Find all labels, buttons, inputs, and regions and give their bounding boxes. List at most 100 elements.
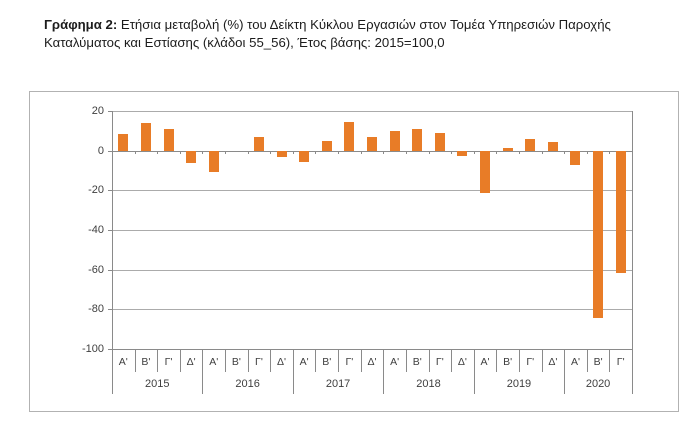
bar-2017-Α' [299,150,310,162]
zero-axis-tick [202,150,204,154]
chart-caption: Γράφημα 2: Ετήσια μεταβολή (%) του Δείκτ… [44,16,660,52]
chart-frame: 20 0 -20 -40 -60 -80 -100 Α' Β' Γ' Δ' Α' Β' Γ' Δ' Α' Β' Γ… [29,91,679,412]
bar-2018-Α' [389,130,400,151]
bar-2020-Β' [593,150,604,319]
bar-2020-Γ' [615,150,626,273]
year-label-2015: 2015 [144,378,170,390]
zero-axis-tick [586,150,588,154]
quarter-label-2019-Β': Β' [503,356,513,368]
zero-axis-tick [315,150,317,154]
y-axis-tick [108,190,112,192]
y-axis-line [112,111,113,394]
gridline--20 [112,190,632,192]
gridline--100 [112,349,632,350]
zero-axis-tick [179,150,181,154]
quarter-label-2015-Β': Β' [141,356,151,368]
quarter-label-2018-Β': Β' [412,356,422,368]
quarter-label-2017-Β': Β' [322,356,332,368]
y-axis-tick [108,150,112,152]
quarter-separator [134,349,136,372]
chart-caption-line1: Γράφημα 2: Ετήσια μεταβολή (%) του Δείκτ… [44,16,660,34]
zero-axis-tick [405,150,407,154]
quarter-label-2017-Γ': Γ' [345,356,354,368]
bar-2015-Β' [140,122,151,151]
quarter-label-2019-Δ': Δ' [548,356,558,368]
zero-axis-tick [157,150,159,154]
quarter-label-2015-Δ': Δ' [186,356,196,368]
quarter-separator [360,349,362,372]
zero-axis-tick [225,150,227,154]
quarter-separator [609,349,611,372]
bar-2019-Β' [502,148,513,151]
y-axis-tick [108,111,112,112]
quarter-label-2019-Α': Α' [480,356,490,368]
bar-2019-Α' [480,150,491,194]
chart-caption-line2: Καταλύματος και Εστίασης (κλάδοι 55_56),… [44,35,445,50]
quarter-separator [405,349,407,372]
gridline-0 [112,150,632,152]
zero-axis-tick [473,150,475,154]
year-separator [202,349,204,394]
bar-2016-Α' [208,150,219,173]
zero-axis-tick [541,150,543,154]
y-axis-tick [108,349,112,350]
y-axis-tick-label: 20 [91,105,104,117]
zero-axis-tick [360,150,362,154]
quarter-label-2018-Δ': Δ' [457,356,467,368]
bar-2019-Δ' [547,141,558,151]
chart-caption-prefix: Γράφημα 2: [44,17,118,32]
chart-caption-line1-text: Ετήσια μεταβολή (%) του Δείκτη Κύκλου Ερ… [117,17,611,32]
bar-2018-Γ' [434,132,445,151]
quarter-separator [586,349,588,372]
quarter-separator [157,349,159,372]
bar-chart-plot-area: 20 0 -20 -40 -60 -80 -100 Α' Β' Γ' Δ' Α' Β' Γ' Δ' Α' Β' Γ… [30,92,678,411]
quarter-label-2015-Γ': Γ' [164,356,173,368]
zero-axis-tick [496,150,498,154]
bar-2015-Γ' [163,128,174,151]
quarter-separator [270,349,272,372]
year-label-2018: 2018 [416,378,441,390]
quarter-label-2018-Α': Α' [390,356,400,368]
gridline--40 [112,230,632,231]
bar-2020-Α' [570,150,581,165]
quarter-label-2016-Β': Β' [231,356,241,368]
quarter-label-2016-Δ': Δ' [277,356,287,368]
year-label-2017: 2017 [325,378,351,390]
quarter-label-2016-Γ': Γ' [255,356,263,368]
y-axis-tick-label: -60 [88,263,104,276]
zero-axis-tick [564,150,566,154]
quarter-separator [541,349,543,372]
bar-2017-Γ' [344,121,355,151]
quarter-separator [496,349,498,372]
y-axis-tick-label: -100 [81,343,104,355]
quarter-separator [518,349,520,372]
bar-2017-Β' [321,140,332,151]
year-separator [564,349,566,394]
gridline--80 [112,309,632,311]
year-label-2020: 2020 [585,378,611,390]
quarter-label-2018-Γ': Γ' [435,356,444,368]
y-axis-tick-label: -40 [88,224,104,236]
zero-axis-tick [609,150,611,154]
bar-2015-Α' [118,133,129,151]
bar-2017-Δ' [367,136,377,151]
quarter-label-2016-Α': Α' [209,356,219,368]
zero-axis-tick [292,150,294,154]
quarter-separator [225,349,227,372]
zero-axis-tick [247,150,249,154]
year-separator [473,349,475,394]
year-separator [383,349,385,394]
plot-right-border [632,111,633,394]
quarter-separator [179,349,181,372]
quarter-separator [315,349,317,372]
y-axis-tick-label: -80 [88,303,104,316]
quarter-label-2020-Β': Β' [593,356,603,368]
quarter-label-2019-Γ': Γ' [526,356,535,368]
quarter-label-2020-Γ': Γ' [616,356,625,368]
y-axis-tick [108,269,112,271]
bar-2018-Δ' [457,150,468,156]
bar-2018-Β' [412,128,423,151]
bar-2015-Δ' [186,150,197,163]
gridline--60 [112,269,632,271]
